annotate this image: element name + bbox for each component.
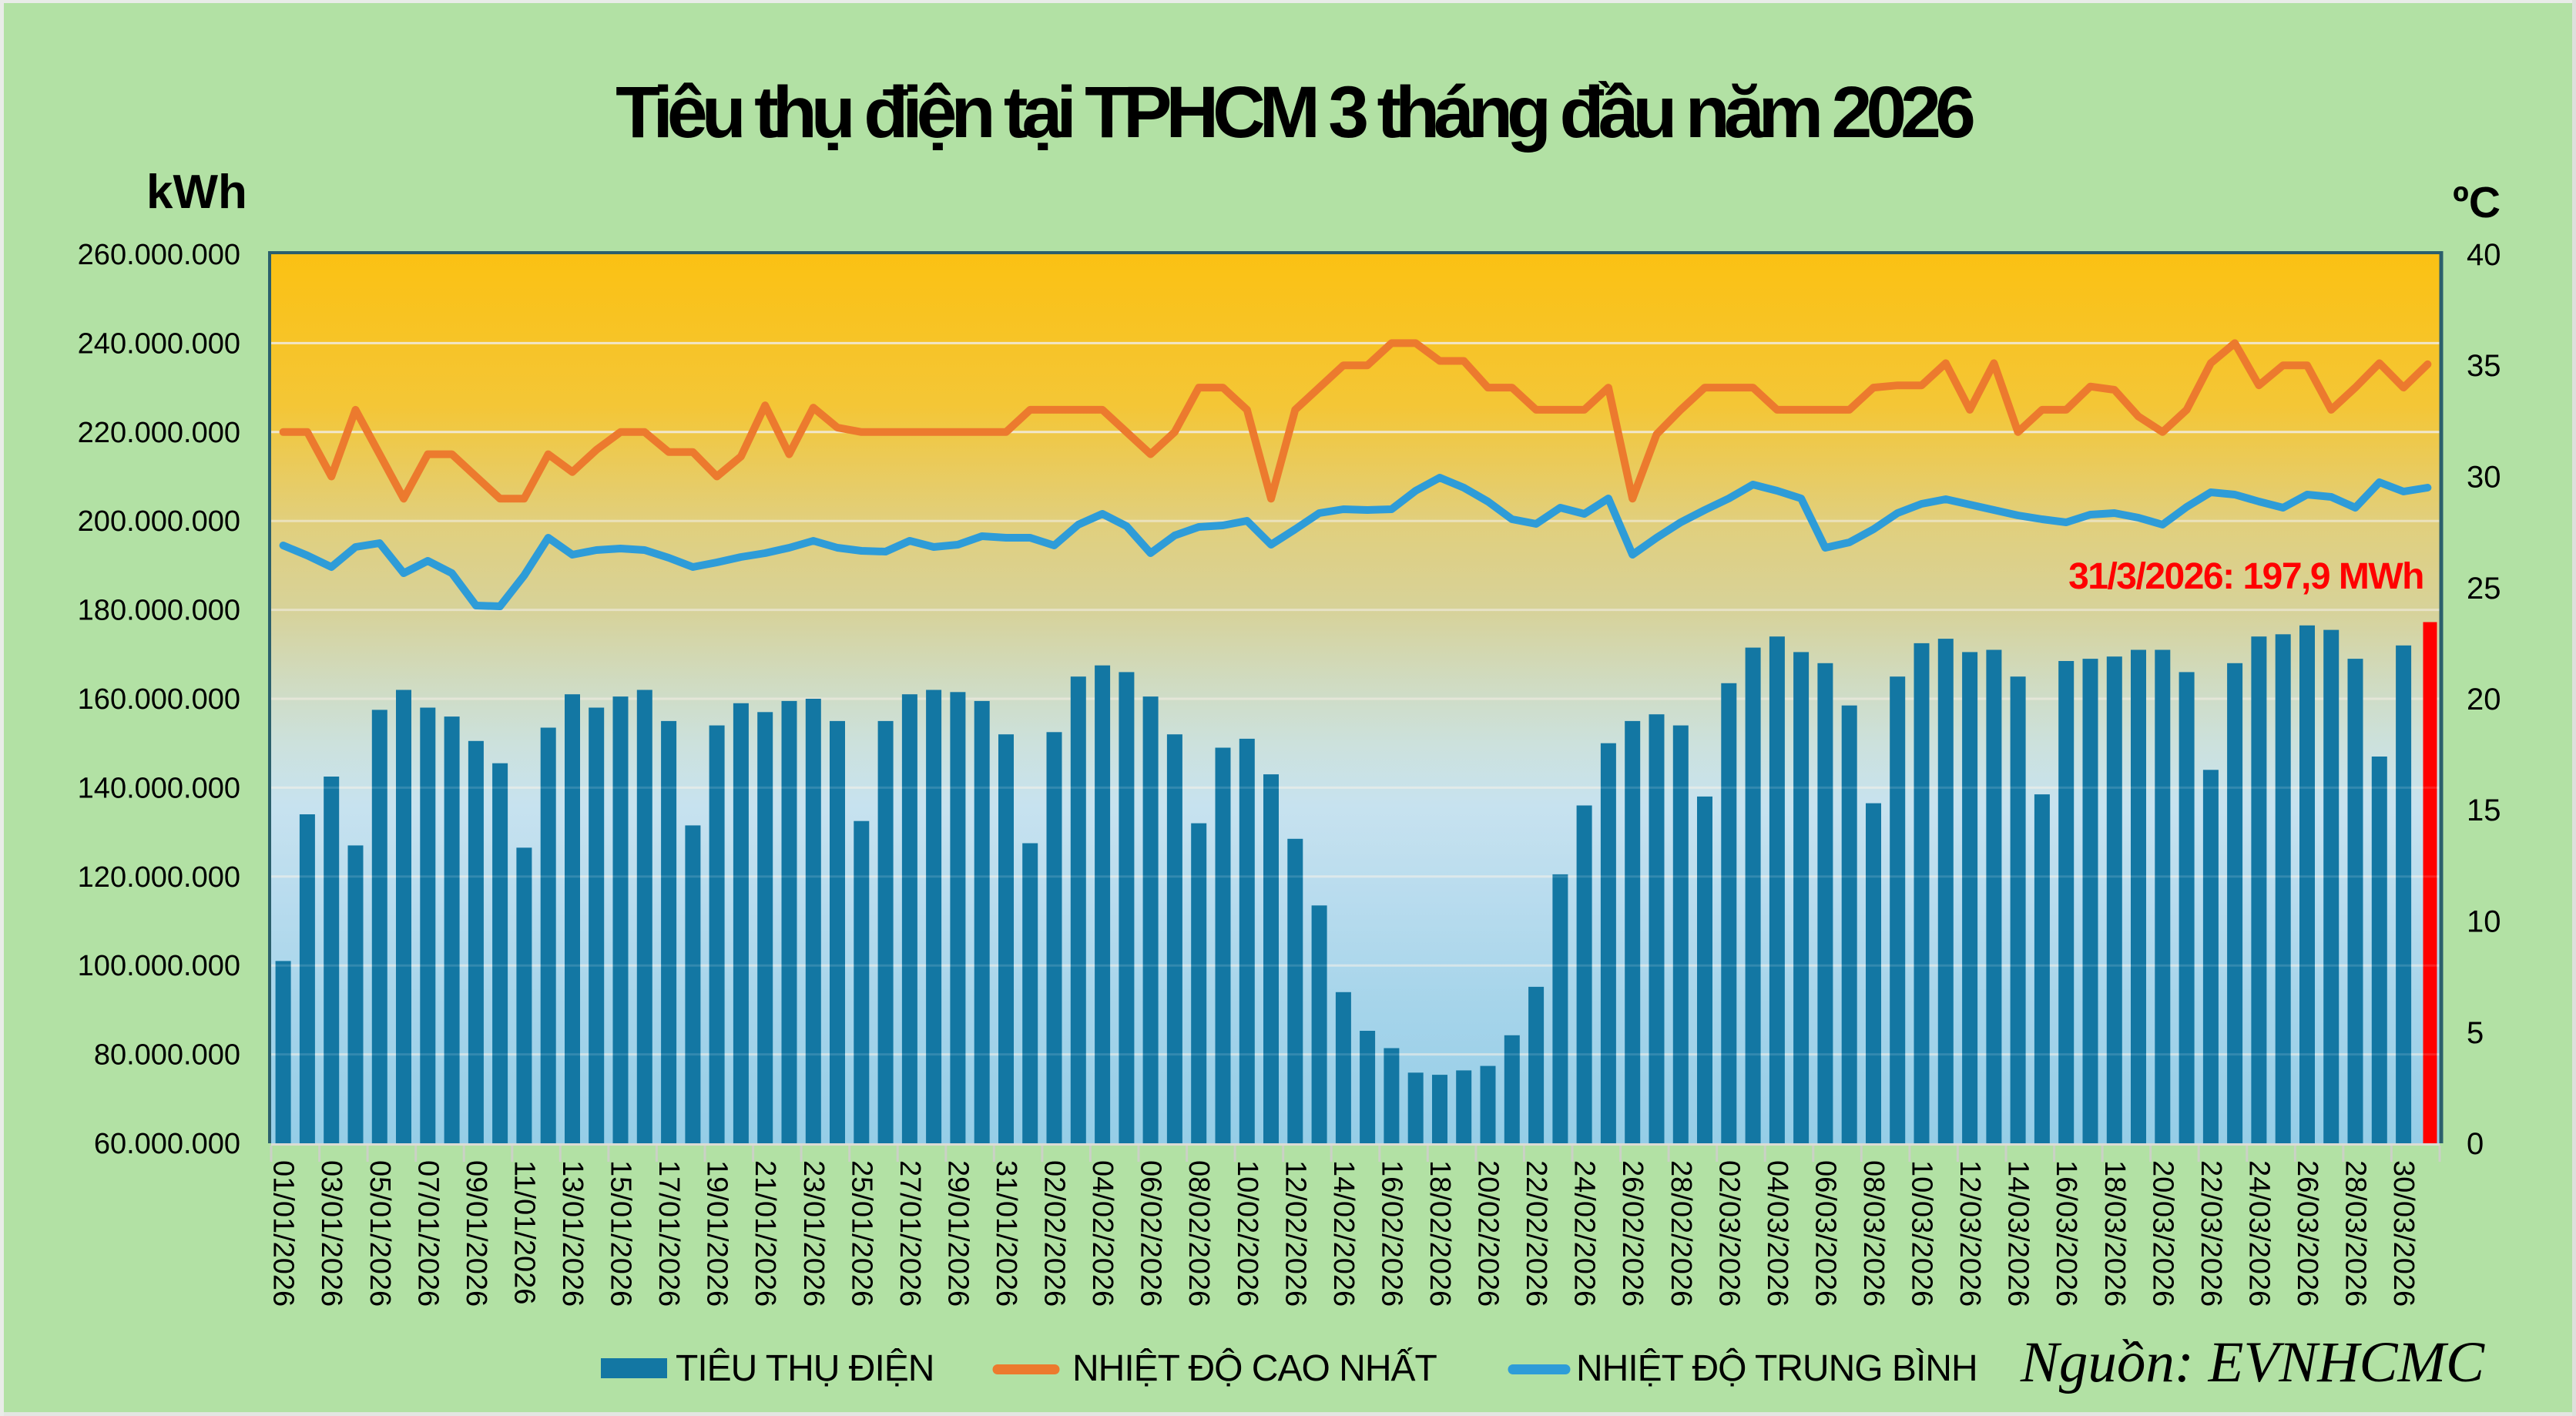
svg-text:5: 5	[2467, 1016, 2484, 1050]
svg-text:28/02/2026: 28/02/2026	[1665, 1160, 1697, 1307]
svg-text:10: 10	[2467, 905, 2501, 939]
svg-text:09/01/2026: 09/01/2026	[460, 1160, 492, 1307]
svg-text:02/03/2026: 02/03/2026	[1712, 1160, 1745, 1307]
svg-text:14/02/2026: 14/02/2026	[1327, 1160, 1360, 1307]
svg-text:26/02/2026: 26/02/2026	[1616, 1160, 1649, 1307]
svg-text:06/03/2026: 06/03/2026	[1809, 1160, 1841, 1307]
svg-text:29/01/2026: 29/01/2026	[941, 1160, 974, 1307]
svg-text:19/01/2026: 19/01/2026	[701, 1160, 733, 1307]
svg-text:35: 35	[2467, 349, 2501, 383]
svg-text:10/03/2026: 10/03/2026	[1906, 1160, 1938, 1307]
svg-text:0: 0	[2467, 1127, 2484, 1161]
svg-text:140.000.000: 140.000.000	[78, 772, 240, 804]
svg-text:18/02/2026: 18/02/2026	[1424, 1160, 1456, 1307]
svg-text:240.000.000: 240.000.000	[78, 327, 240, 360]
svg-text:NHIỆT ĐỘ CAO NHẤT: NHIỆT ĐỘ CAO NHẤT	[1072, 1347, 1437, 1389]
svg-text:24/02/2026: 24/02/2026	[1568, 1160, 1601, 1307]
svg-text:260.000.000: 260.000.000	[78, 239, 240, 271]
svg-text:20/02/2026: 20/02/2026	[1472, 1160, 1504, 1307]
svg-text:12/03/2026: 12/03/2026	[1954, 1160, 1986, 1307]
svg-text:26/03/2026: 26/03/2026	[2291, 1160, 2323, 1307]
svg-text:31/01/2026: 31/01/2026	[990, 1160, 1022, 1307]
svg-text:NHIỆT ĐỘ TRUNG BÌNH: NHIỆT ĐỘ TRUNG BÌNH	[1576, 1347, 1977, 1389]
svg-text:15/01/2026: 15/01/2026	[605, 1160, 637, 1307]
svg-text:24/03/2026: 24/03/2026	[2242, 1160, 2275, 1307]
svg-text:27/01/2026: 27/01/2026	[894, 1160, 926, 1307]
svg-text:02/02/2026: 02/02/2026	[1038, 1160, 1071, 1307]
svg-text:30/03/2026: 30/03/2026	[2387, 1160, 2420, 1307]
svg-text:03/01/2026: 03/01/2026	[315, 1160, 347, 1307]
svg-text:11/01/2026: 11/01/2026	[508, 1160, 540, 1304]
svg-text:ºC: ºC	[2453, 178, 2501, 227]
svg-text:100.000.000: 100.000.000	[78, 950, 240, 982]
svg-text:17/01/2026: 17/01/2026	[652, 1160, 685, 1307]
svg-text:18/03/2026: 18/03/2026	[2098, 1160, 2131, 1307]
svg-text:20/03/2026: 20/03/2026	[2146, 1160, 2179, 1307]
svg-text:07/01/2026: 07/01/2026	[411, 1160, 444, 1307]
svg-text:180.000.000: 180.000.000	[78, 595, 240, 627]
svg-text:15: 15	[2467, 794, 2501, 827]
svg-text:13/01/2026: 13/01/2026	[556, 1160, 589, 1307]
svg-text:60.000.000: 60.000.000	[94, 1128, 240, 1160]
svg-text:80.000.000: 80.000.000	[94, 1039, 240, 1072]
svg-text:160.000.000: 160.000.000	[78, 683, 240, 716]
svg-text:31/3/2026: 197,9 MWh: 31/3/2026: 197,9 MWh	[2068, 556, 2423, 597]
svg-text:28/03/2026: 28/03/2026	[2340, 1160, 2372, 1307]
svg-text:220.000.000: 220.000.000	[78, 417, 240, 449]
svg-text:21/01/2026: 21/01/2026	[749, 1160, 781, 1307]
svg-text:Nguồn: EVNHCMC: Nguồn: EVNHCMC	[2020, 1330, 2485, 1394]
svg-text:04/03/2026: 04/03/2026	[1761, 1160, 1793, 1307]
svg-text:16/02/2026: 16/02/2026	[1375, 1160, 1407, 1307]
svg-text:01/01/2026: 01/01/2026	[267, 1160, 300, 1307]
svg-text:120.000.000: 120.000.000	[78, 861, 240, 894]
svg-text:30: 30	[2467, 461, 2501, 495]
svg-text:16/03/2026: 16/03/2026	[2050, 1160, 2082, 1307]
svg-text:08/02/2026: 08/02/2026	[1182, 1160, 1215, 1307]
svg-text:08/03/2026: 08/03/2026	[1857, 1160, 1890, 1307]
svg-text:22/02/2026: 22/02/2026	[1520, 1160, 1552, 1307]
svg-text:10/02/2026: 10/02/2026	[1231, 1160, 1263, 1307]
svg-text:25: 25	[2467, 572, 2501, 606]
svg-text:05/01/2026: 05/01/2026	[364, 1160, 396, 1307]
svg-text:kWh: kWh	[146, 166, 247, 219]
svg-text:14/03/2026: 14/03/2026	[2002, 1160, 2034, 1307]
svg-text:TIÊU THỤ ĐIỆN: TIÊU THỤ ĐIỆN	[676, 1348, 934, 1389]
svg-text:22/03/2026: 22/03/2026	[2195, 1160, 2227, 1307]
svg-text:40: 40	[2467, 238, 2501, 272]
svg-text:200.000.000: 200.000.000	[78, 505, 240, 538]
svg-text:20: 20	[2467, 683, 2501, 716]
svg-text:25/01/2026: 25/01/2026	[845, 1160, 877, 1307]
svg-text:06/02/2026: 06/02/2026	[1135, 1160, 1167, 1307]
svg-text:23/01/2026: 23/01/2026	[797, 1160, 830, 1307]
svg-text:04/02/2026: 04/02/2026	[1086, 1160, 1119, 1307]
svg-text:12/02/2026: 12/02/2026	[1279, 1160, 1311, 1307]
svg-text:Tiêu thụ điện tại TPHCM 3 thán: Tiêu thụ điện tại TPHCM 3 tháng đầu năm …	[615, 72, 1974, 153]
